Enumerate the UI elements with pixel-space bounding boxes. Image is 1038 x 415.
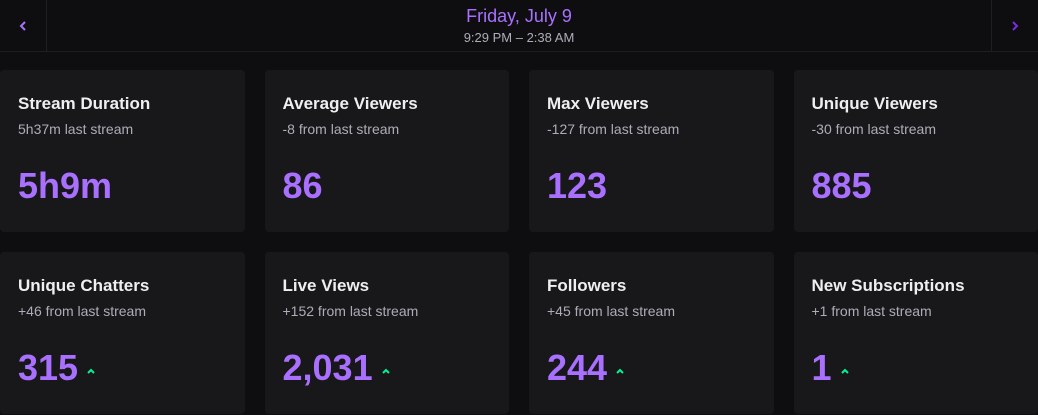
stat-value: 1	[811, 347, 832, 388]
stat-card: New Subscriptions +1 from last stream 1	[793, 252, 1038, 414]
next-stream-button[interactable]	[991, 0, 1038, 51]
top-bar: Friday, July 9 9:29 PM – 2:38 AM	[0, 0, 1038, 52]
stat-comparison: +46 from last stream	[18, 303, 146, 319]
stat-title: New Subscriptions	[811, 276, 965, 295]
stat-value-row: 244	[547, 347, 625, 389]
stat-card: Unique Chatters +46 from last stream 315	[0, 252, 245, 414]
trend-up-icon	[381, 368, 390, 374]
stat-value-row: 885	[812, 165, 872, 207]
stat-value: 315	[18, 347, 79, 388]
stat-value: 244	[547, 347, 608, 388]
stat-comparison: +1 from last stream	[811, 303, 932, 319]
stat-title: Average Viewers	[282, 94, 418, 113]
stat-card: Followers +45 from last stream 244	[529, 252, 774, 414]
stat-card: Unique Viewers -30 from last stream 885	[793, 70, 1038, 232]
chevron-left-icon	[19, 20, 26, 31]
stat-comparison: 5h37m last stream	[18, 121, 134, 137]
stat-card: Live Views +152 from last stream 2,031	[264, 252, 509, 414]
stat-comparison: -30 from last stream	[811, 121, 936, 137]
stat-value: 5h9m	[18, 165, 113, 206]
stat-value: 885	[811, 165, 872, 206]
stat-value-row: 5h9m	[18, 165, 112, 207]
stat-title: Unique Chatters	[18, 276, 150, 295]
stat-value-row: 86	[283, 165, 323, 207]
stat-comparison: +152 from last stream	[282, 303, 419, 319]
stat-comparison: -127 from last stream	[547, 121, 680, 137]
stat-title: Max Viewers	[547, 94, 649, 113]
stat-value-row: 1	[812, 347, 850, 389]
stat-value: 86	[282, 165, 323, 206]
chevron-right-icon	[1012, 20, 1019, 31]
stat-card: Average Viewers -8 from last stream 86	[264, 70, 509, 232]
stream-date: Friday, July 9	[466, 6, 572, 26]
stat-title: Live Views	[282, 276, 370, 295]
stat-title: Unique Viewers	[811, 94, 938, 113]
trend-up-icon	[840, 368, 849, 374]
stat-card: Stream Duration 5h37m last stream 5h9m	[0, 70, 245, 232]
stat-value-row: 2,031	[283, 347, 391, 389]
stat-value-row: 315	[18, 347, 96, 389]
stats-grid: Stream Duration 5h37m last stream 5h9m A…	[0, 70, 1038, 414]
stat-title: Stream Duration	[18, 94, 151, 113]
stream-time-range: 9:29 PM – 2:38 AM	[463, 30, 575, 45]
trend-up-icon	[616, 368, 624, 374]
previous-stream-button[interactable]	[0, 0, 47, 51]
stat-comparison: -8 from last stream	[282, 121, 400, 137]
stat-value-row: 123	[547, 165, 607, 207]
stat-value: 123	[547, 165, 608, 206]
stat-card: Max Viewers -127 from last stream 123	[529, 70, 774, 232]
stat-title: Followers	[547, 276, 627, 295]
stat-comparison: +45 from last stream	[547, 303, 675, 319]
stat-value: 2,031	[282, 347, 373, 388]
trend-up-icon	[87, 368, 95, 374]
